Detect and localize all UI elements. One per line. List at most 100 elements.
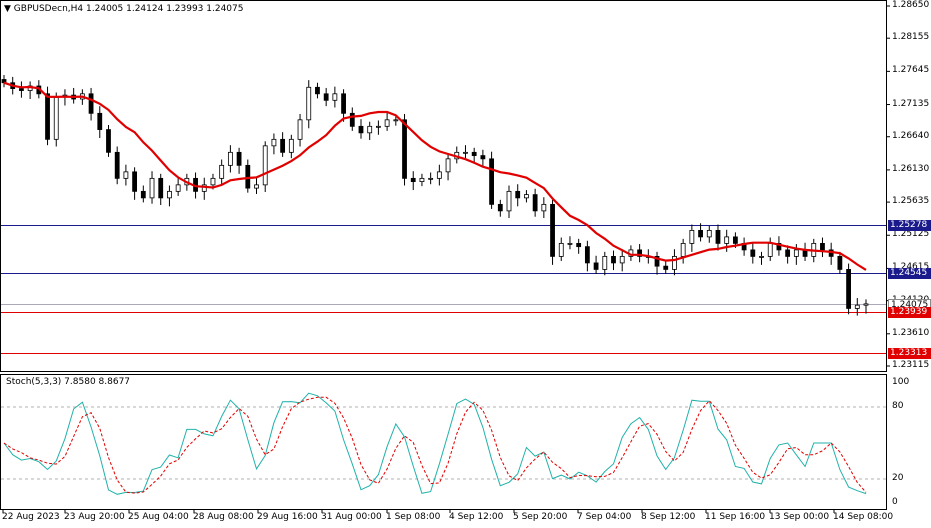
time-tick-label: 29 Aug 16:00: [257, 512, 318, 522]
price-tick-label: 1.25635: [892, 196, 930, 207]
candle-body: [262, 145, 268, 186]
stoch-tick-label: 0: [892, 497, 898, 507]
candle-body: [558, 242, 564, 257]
candle-body: [759, 256, 764, 258]
candle-body: [593, 262, 599, 270]
candle-body: [384, 119, 390, 127]
candle-body: [140, 190, 146, 199]
candle-body: [515, 190, 521, 199]
candle-body: [637, 249, 643, 257]
time-tick-label: 25 Aug 04:00: [128, 512, 189, 522]
candle-body: [53, 96, 59, 140]
candle-body: [663, 265, 669, 270]
candle-body: [689, 229, 695, 244]
stoch-signal-line: [3, 396, 867, 494]
candle-body: [489, 158, 494, 205]
candle-body: [732, 236, 738, 244]
stoch-main-line: [3, 392, 867, 495]
candle-body: [158, 177, 164, 199]
candle-body: [584, 246, 590, 264]
candle-body: [680, 242, 686, 257]
price-level-badge: 1.23313: [888, 347, 931, 359]
candle-body: [863, 303, 869, 306]
candle-body: [332, 93, 338, 101]
candle-body: [106, 129, 111, 153]
stoch-tick-label: 80: [892, 401, 904, 411]
candle-body: [471, 151, 477, 156]
candle-body: [672, 256, 677, 270]
candle-body: [254, 184, 259, 189]
candle-body: [480, 155, 486, 160]
price-level-badge: 1.23939: [888, 306, 931, 318]
candle-body: [463, 151, 468, 154]
price-tick-label: 1.23115: [892, 360, 930, 370]
candle-body: [236, 151, 242, 166]
candle-body: [123, 171, 129, 179]
price-tick-label: 1.28155: [892, 32, 930, 43]
time-tick-label: 22 Aug 2023: [2, 512, 60, 522]
candle-body: [854, 304, 860, 309]
candle-body: [402, 119, 407, 179]
candle-body: [436, 171, 442, 179]
price-panel-frame: [0, 0, 887, 372]
candle-body: [45, 93, 50, 140]
candle-body: [132, 171, 138, 192]
candle-body: [793, 249, 799, 257]
candles: [1, 74, 869, 316]
candle-body: [88, 93, 94, 114]
candle-body: [271, 138, 277, 147]
stoch-tick-label: 100: [892, 377, 910, 387]
price-tick-label: 1.24615: [892, 262, 929, 273]
time-tick-label: 1 Sep 08:00: [386, 512, 441, 522]
candle-body: [245, 164, 251, 189]
stoch-tick-label: 20: [892, 473, 904, 483]
ohlc-values: 1.24005 1.24124 1.23993 1.24075: [86, 4, 244, 14]
time-tick-label: 4 Sep 12:00: [449, 512, 504, 522]
time-tick-label: 14 Sep 08:00: [833, 512, 894, 522]
price-tick-label: 1.27135: [892, 98, 930, 109]
candle-body: [445, 158, 451, 173]
candle-body: [410, 177, 416, 183]
candle-body: [288, 138, 294, 153]
price-tick-label: 1.26640: [892, 130, 930, 141]
candle-body: [97, 112, 103, 130]
price-tick-marks: [886, 5, 890, 367]
candle-body: [393, 119, 399, 122]
candle-body: [611, 256, 616, 264]
time-tick-label: 11 Sep 16:00: [705, 512, 766, 522]
candle-body: [149, 177, 155, 199]
time-tick-label: 5 Sep 20:00: [513, 512, 568, 522]
candle-body: [576, 242, 582, 248]
candle-body: [567, 242, 573, 245]
time-tick-label: 8 Sep 12:00: [641, 512, 696, 522]
price-level-badge: 1.25278: [888, 219, 931, 231]
candle-body: [506, 190, 512, 212]
candle-body: [706, 229, 712, 238]
candle-body: [724, 236, 730, 244]
candle-body: [602, 256, 608, 270]
price-tick-label: 1.27645: [892, 65, 930, 76]
symbol-label: GBPUSDecn,H4: [13, 4, 84, 14]
stoch-levels: [1, 406, 886, 480]
candle-body: [201, 184, 207, 192]
candle-body: [376, 125, 381, 128]
candle-body: [715, 229, 721, 244]
candle-body: [654, 256, 660, 267]
symbol-header[interactable]: ▼ GBPUSDecn,H4 1.24005 1.24124 1.23993 1…: [4, 4, 243, 15]
candle-body: [532, 194, 538, 212]
collapse-arrow-icon[interactable]: ▼: [4, 4, 11, 14]
candle-body: [524, 194, 529, 199]
price-tick-label: 1.23610: [892, 327, 930, 338]
time-tick-label: 13 Sep 00:00: [769, 512, 830, 522]
candle-body: [541, 203, 547, 212]
candle-body: [219, 164, 225, 179]
candle-body: [837, 256, 843, 270]
candle-body: [698, 229, 703, 238]
candle-body: [227, 151, 233, 166]
price-tick-label: 1.26130: [892, 163, 930, 174]
candle-body: [367, 125, 373, 134]
price-tick-label: 1.25125: [892, 229, 930, 240]
candle-body: [428, 177, 434, 180]
candle-body: [820, 242, 825, 251]
